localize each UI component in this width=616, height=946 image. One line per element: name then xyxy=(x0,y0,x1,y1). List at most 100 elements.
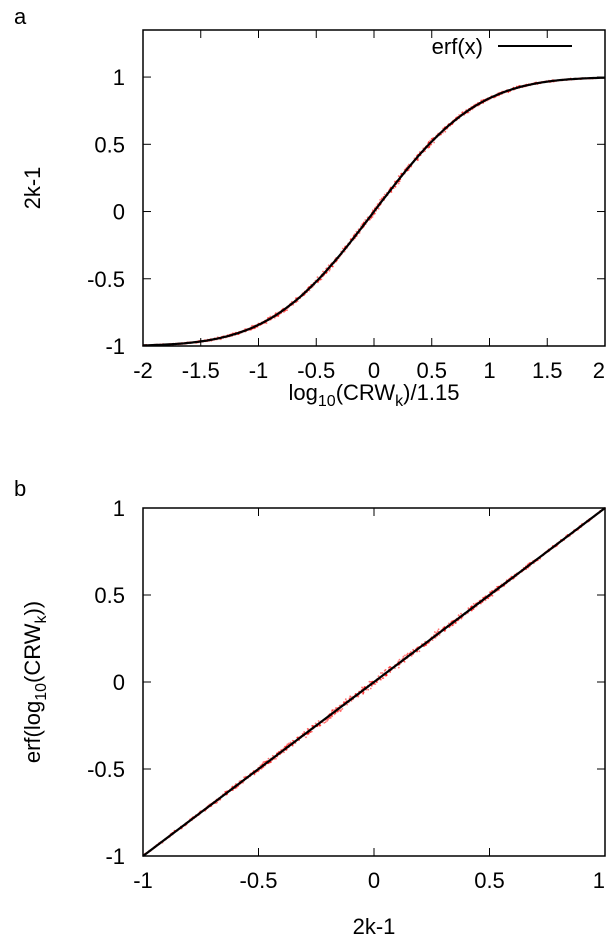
panel-a-plot-area xyxy=(142,76,606,347)
scatter-point xyxy=(383,193,386,196)
x-tick-label: -2 xyxy=(133,358,153,383)
scatter-point xyxy=(460,612,462,615)
panel-a-x-ticks: -2 -1.5 -1 -0.5 0 0.5 1 1.5 2 xyxy=(133,30,606,383)
panel-b-x-axis-label: 2k-1 xyxy=(353,914,396,939)
scatter-point xyxy=(417,159,419,161)
scatter-point xyxy=(303,731,306,733)
panel-a-frame xyxy=(142,29,606,347)
scatter-point xyxy=(418,650,421,653)
y-tick-label: 1 xyxy=(113,496,125,521)
scatter-point xyxy=(389,665,391,668)
scatter-point xyxy=(305,736,307,739)
scatter-point xyxy=(437,628,440,631)
legend-label-erf: erf(x) xyxy=(432,34,483,59)
panel-b: b -1 -0.5 0 0.5 1 -1 -0.5 0 0.5 1 2k-1 erf(log10… xyxy=(14,476,606,939)
scatter-point xyxy=(318,724,321,727)
x-tick-label: -0.5 xyxy=(240,868,278,893)
scatter-point xyxy=(283,751,285,754)
scatter-point xyxy=(390,191,393,194)
x-tick-label: 0.5 xyxy=(474,868,505,893)
scatter-point xyxy=(381,677,384,679)
y-tick-label: -1 xyxy=(105,334,125,359)
scatter-point xyxy=(410,651,412,653)
scatter-point xyxy=(341,708,344,710)
scatter-point xyxy=(288,742,290,745)
scatter-point xyxy=(275,312,277,314)
scatter-point xyxy=(284,745,286,748)
scatter-point xyxy=(317,281,319,284)
scatter-point xyxy=(262,761,265,764)
y-tick-label: 0.5 xyxy=(94,132,125,157)
scatter-point xyxy=(283,311,285,313)
scatter-point xyxy=(361,686,363,689)
scatter-point xyxy=(433,141,435,144)
x-tick-label: -0.5 xyxy=(297,358,335,383)
scatter-point xyxy=(216,801,219,804)
scatter-point xyxy=(406,653,408,656)
scatter-point xyxy=(431,639,434,641)
scatter-point xyxy=(373,212,376,215)
scatter-point xyxy=(257,770,260,773)
scatter-point xyxy=(364,219,367,221)
scatter-point xyxy=(277,315,280,317)
x-tick-label: -1.5 xyxy=(182,358,220,383)
scatter-point xyxy=(322,270,324,273)
scatter-point xyxy=(327,264,330,267)
scatter-point xyxy=(381,672,384,674)
scatter-point xyxy=(362,693,364,695)
scatter-point xyxy=(323,722,326,724)
panel-a: a -2 -1.5 -1 -0.5 0 0.5 1 1.5 2 -1 -0.5 0 0.5 1 log1… xyxy=(14,4,606,410)
y-tick-label: -0.5 xyxy=(87,267,125,292)
panel-b-x-ticks: -1 -0.5 0 0.5 1 xyxy=(133,508,606,893)
scatter-point xyxy=(489,591,491,593)
x-tick-label: 0 xyxy=(368,358,380,383)
scatter-point xyxy=(448,622,450,625)
panel-a-letter: a xyxy=(14,4,27,29)
scatter-point xyxy=(316,276,319,279)
panel-b-letter: b xyxy=(14,476,26,501)
scatter-point xyxy=(369,681,372,683)
scatter-point xyxy=(380,678,382,681)
panel-a-fit-line xyxy=(142,76,606,347)
x-tick-label: 1 xyxy=(593,868,605,893)
scatter-point xyxy=(398,658,401,661)
scatter-point xyxy=(410,655,413,657)
scatter-point xyxy=(331,709,334,711)
scatter-point xyxy=(380,672,382,674)
x-tick-label: 2 xyxy=(593,358,605,383)
scatter-point xyxy=(326,720,328,722)
scatter-point xyxy=(311,724,313,727)
scatter-point xyxy=(377,207,380,210)
scatter-point xyxy=(344,698,347,701)
scatter-point xyxy=(491,594,494,597)
y-tick-label: 0.5 xyxy=(94,583,125,608)
scatter-point xyxy=(314,722,317,725)
scatter-point xyxy=(369,687,372,690)
panel-a-x-axis-label: log10(CRWk)/1.15 xyxy=(289,380,460,410)
scatter-point xyxy=(379,199,381,201)
scatter-point xyxy=(394,185,397,188)
y-tick-label: 0 xyxy=(113,200,125,225)
scatter-point xyxy=(429,139,432,142)
panel-a-legend: erf(x) xyxy=(432,34,572,59)
scatter-point xyxy=(329,717,332,719)
scatter-point xyxy=(309,731,312,733)
scatter-point xyxy=(451,624,454,626)
y-tick-label: 1 xyxy=(113,65,125,90)
scatter-point xyxy=(341,247,344,250)
scatter-point xyxy=(284,310,287,312)
scatter-point xyxy=(275,757,277,760)
x-tick-label: -1 xyxy=(249,358,269,383)
x-tick-label: 1.5 xyxy=(532,358,563,383)
scatter-point xyxy=(251,324,254,327)
scatter-point xyxy=(346,703,348,706)
scatter-point xyxy=(269,315,272,318)
scatter-point xyxy=(334,707,337,709)
scatter-point xyxy=(286,743,289,746)
scatter-point xyxy=(397,666,400,669)
y-tick-label: -1 xyxy=(105,844,125,869)
scatter-point xyxy=(433,631,436,633)
scatter-point xyxy=(336,710,339,713)
scatter-point xyxy=(472,603,475,605)
